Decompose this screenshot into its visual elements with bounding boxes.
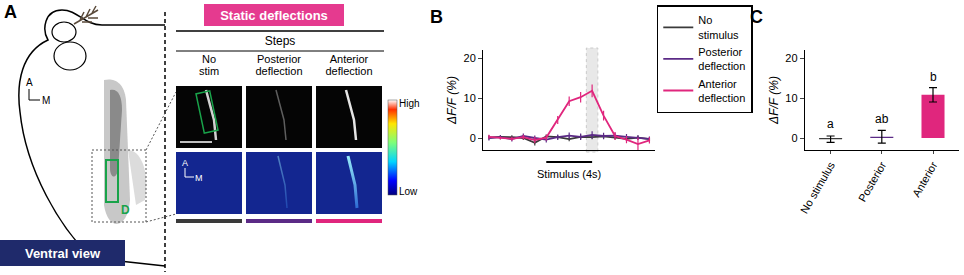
svg-text:M: M <box>195 173 203 183</box>
svg-text:0: 0 <box>791 132 797 144</box>
svg-text:Nostim: Nostim <box>199 53 219 77</box>
svg-text:B: B <box>430 7 443 27</box>
svg-text:No stimulus: No stimulus <box>798 159 837 215</box>
svg-text:A: A <box>26 77 33 88</box>
svg-text:Posteriordeflection: Posteriordeflection <box>698 46 745 72</box>
svg-text:A: A <box>4 2 17 22</box>
svg-text:b: b <box>930 70 937 84</box>
svg-text:20: 20 <box>785 52 797 64</box>
svg-text:Anteriordeflection: Anteriordeflection <box>325 53 372 77</box>
svg-text:10: 10 <box>464 92 476 104</box>
svg-text:M: M <box>42 95 50 106</box>
svg-text:Stimulus (4s): Stimulus (4s) <box>537 168 601 180</box>
svg-text:ΔF/F (%): ΔF/F (%) <box>445 76 459 125</box>
svg-text:20: 20 <box>464 52 476 64</box>
svg-text:Anterior: Anterior <box>910 159 940 199</box>
svg-text:A: A <box>182 158 188 168</box>
svg-text:C: C <box>750 7 763 27</box>
svg-text:ΔF/F (%): ΔF/F (%) <box>767 76 781 125</box>
svg-text:10: 10 <box>785 92 797 104</box>
svg-text:Static deflections: Static deflections <box>220 8 328 23</box>
svg-text:D: D <box>121 203 130 217</box>
svg-text:Posterior: Posterior <box>856 159 889 203</box>
svg-text:Anteriordeflection: Anteriordeflection <box>698 78 745 104</box>
svg-text:Ventral view: Ventral view <box>25 246 101 261</box>
svg-text:0: 0 <box>470 132 476 144</box>
svg-text:Steps: Steps <box>265 34 296 48</box>
svg-text:a: a <box>827 117 834 131</box>
svg-text:Low: Low <box>399 186 418 197</box>
svg-text:Posteriordeflection: Posteriordeflection <box>255 53 302 77</box>
svg-text:Nostimulus: Nostimulus <box>698 14 739 40</box>
svg-text:High: High <box>399 98 420 109</box>
svg-text:ab: ab <box>875 112 889 126</box>
